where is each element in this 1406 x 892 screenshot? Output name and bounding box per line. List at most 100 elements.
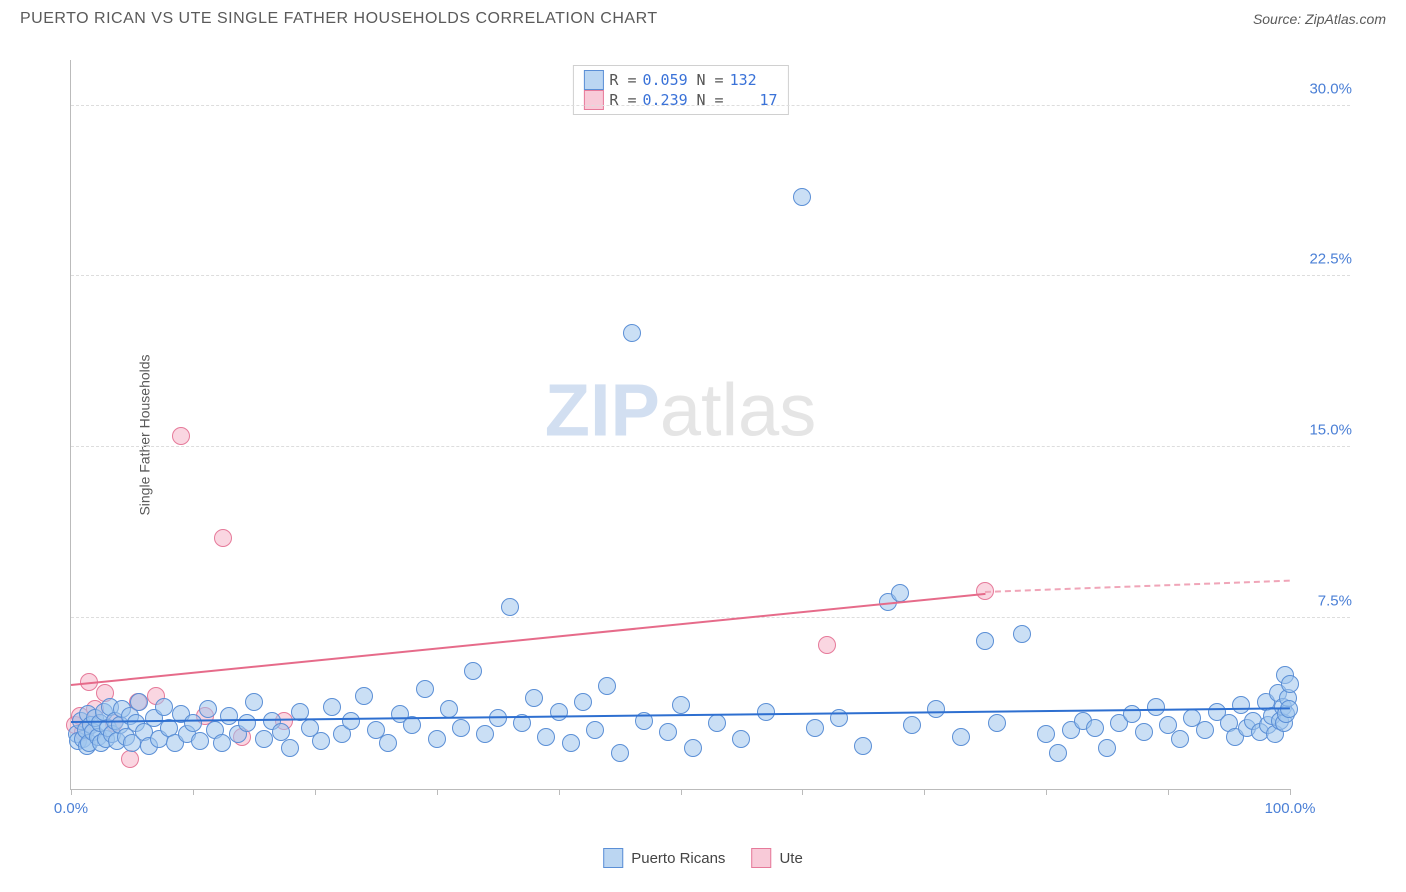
- data-point: [245, 693, 263, 711]
- data-point: [342, 712, 360, 730]
- data-point: [574, 693, 592, 711]
- x-tick-mark: [681, 789, 682, 795]
- data-point: [416, 680, 434, 698]
- chart-source: Source: ZipAtlas.com: [1253, 11, 1386, 27]
- watermark: ZIPatlas: [545, 367, 816, 452]
- data-point: [1123, 705, 1141, 723]
- data-point: [732, 730, 750, 748]
- data-point: [501, 598, 519, 616]
- data-point: [988, 714, 1006, 732]
- data-point: [312, 732, 330, 750]
- data-point: [428, 730, 446, 748]
- data-point: [255, 730, 273, 748]
- data-point: [903, 716, 921, 734]
- legend-bottom: Puerto Ricans Ute: [603, 848, 803, 868]
- y-tick-label: 30.0%: [1309, 80, 1352, 97]
- data-point: [550, 703, 568, 721]
- data-point: [952, 728, 970, 746]
- data-point: [355, 687, 373, 705]
- gridline-h: [71, 446, 1350, 447]
- data-point: [684, 739, 702, 757]
- data-point: [537, 728, 555, 746]
- legend-item-a: Puerto Ricans: [603, 848, 725, 868]
- data-point: [1013, 625, 1031, 643]
- data-point: [793, 188, 811, 206]
- plot-region: ZIPatlas R = 0.059 N = 132 R = 0.239 N =…: [70, 60, 1290, 790]
- data-point: [452, 719, 470, 737]
- swatch-series-a-icon: [583, 70, 603, 90]
- y-tick-label: 15.0%: [1309, 422, 1352, 439]
- data-point: [1281, 675, 1299, 693]
- chart-title: PUERTO RICAN VS UTE SINGLE FATHER HOUSEH…: [20, 10, 658, 28]
- data-point: [1049, 744, 1067, 762]
- data-point: [672, 696, 690, 714]
- data-point: [1086, 719, 1104, 737]
- data-point: [184, 714, 202, 732]
- data-point: [130, 693, 148, 711]
- data-point: [155, 698, 173, 716]
- data-point: [659, 723, 677, 741]
- data-point: [323, 698, 341, 716]
- data-point: [757, 703, 775, 721]
- data-point: [623, 324, 641, 342]
- data-point: [281, 739, 299, 757]
- data-point: [1147, 698, 1165, 716]
- chart-area: Single Father Households ZIPatlas R = 0.…: [50, 50, 1360, 820]
- y-tick-label: 7.5%: [1318, 593, 1352, 610]
- data-point: [199, 700, 217, 718]
- data-point: [489, 709, 507, 727]
- y-tick-label: 22.5%: [1309, 251, 1352, 268]
- x-tick-mark: [71, 789, 72, 795]
- data-point: [586, 721, 604, 739]
- x-tick-mark: [559, 789, 560, 795]
- data-point: [818, 636, 836, 654]
- data-point: [213, 734, 231, 752]
- data-point: [927, 700, 945, 718]
- data-point: [976, 632, 994, 650]
- legend-item-b: Ute: [751, 848, 802, 868]
- trend-line: [71, 593, 985, 686]
- trend-line: [985, 580, 1290, 595]
- chart-header: PUERTO RICAN VS UTE SINGLE FATHER HOUSEH…: [0, 0, 1406, 28]
- x-tick-mark: [315, 789, 316, 795]
- data-point: [598, 677, 616, 695]
- stat-row-series-a: R = 0.059 N = 132: [583, 70, 777, 90]
- x-tick-mark: [1290, 789, 1291, 795]
- data-point: [440, 700, 458, 718]
- x-tick-mark: [802, 789, 803, 795]
- data-point: [379, 734, 397, 752]
- gridline-h: [71, 275, 1350, 276]
- data-point: [1098, 739, 1116, 757]
- data-point: [172, 427, 190, 445]
- data-point: [121, 750, 139, 768]
- swatch-series-b-icon: [583, 90, 603, 110]
- x-tick-mark: [924, 789, 925, 795]
- data-point: [806, 719, 824, 737]
- gridline-h: [71, 105, 1350, 106]
- data-point: [562, 734, 580, 752]
- data-point: [1171, 730, 1189, 748]
- data-point: [220, 707, 238, 725]
- data-point: [214, 529, 232, 547]
- x-tick-mark: [1046, 789, 1047, 795]
- legend-label-a: Puerto Ricans: [631, 850, 725, 867]
- x-tick-mark: [1168, 789, 1169, 795]
- data-point: [1232, 696, 1250, 714]
- data-point: [854, 737, 872, 755]
- x-tick-mark: [437, 789, 438, 795]
- x-tick-mark: [193, 789, 194, 795]
- data-point: [476, 725, 494, 743]
- correlation-stats-box: R = 0.059 N = 132 R = 0.239 N = 17: [572, 65, 788, 115]
- legend-label-b: Ute: [779, 850, 802, 867]
- gridline-h: [71, 617, 1350, 618]
- stat-row-series-b: R = 0.239 N = 17: [583, 90, 777, 110]
- data-point: [1037, 725, 1055, 743]
- x-tick-label: 100.0%: [1265, 800, 1316, 817]
- data-point: [464, 662, 482, 680]
- legend-swatch-b-icon: [751, 848, 771, 868]
- data-point: [611, 744, 629, 762]
- data-point: [1135, 723, 1153, 741]
- legend-swatch-a-icon: [603, 848, 623, 868]
- data-point: [891, 584, 909, 602]
- data-point: [238, 714, 256, 732]
